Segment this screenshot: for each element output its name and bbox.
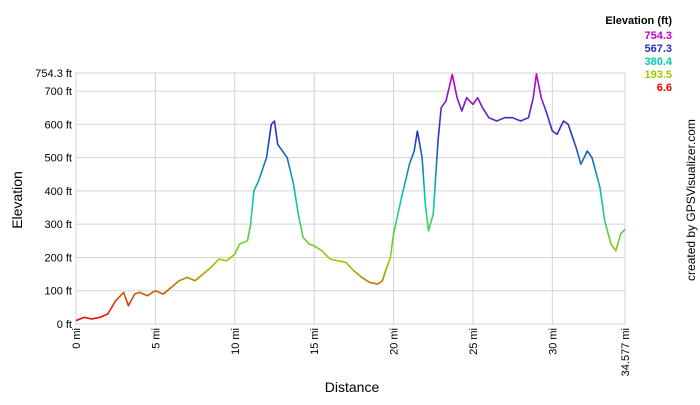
y-tick-label: 754.3 ft [35, 68, 72, 80]
legend-value: 754.3 [644, 30, 672, 42]
legend-value: 567.3 [644, 43, 672, 55]
legend-value: 193.5 [644, 69, 672, 81]
y-tick-label: 400 ft [44, 186, 72, 198]
x-tick-label: 34.577 mi [620, 328, 632, 376]
x-tick-label: 30 mi [547, 328, 559, 355]
y-tick-label: 200 ft [44, 252, 72, 264]
x-tick-label: 5 mi [150, 328, 162, 349]
y-tick-label: 300 ft [44, 219, 72, 231]
x-tick-label: 15 mi [309, 328, 321, 355]
elevation-line [75, 72, 626, 322]
y-tick-label: 600 ft [44, 119, 72, 131]
x-tick-label: 20 mi [389, 328, 401, 355]
x-axis-title: Distance [325, 379, 380, 395]
legend-value: 6.6 [657, 82, 672, 94]
y-tick-label: 700 ft [44, 86, 72, 98]
x-tick-label: 25 mi [468, 328, 480, 355]
y-axis-title: Elevation [9, 171, 25, 229]
x-tick-label: 10 mi [230, 328, 242, 355]
plot-area [75, 72, 626, 325]
y-tick-label: 0 ft [57, 319, 72, 331]
x-tick-label: 0 mi [71, 328, 83, 349]
y-tick-label: 100 ft [44, 286, 72, 298]
y-tick-label: 500 ft [44, 153, 72, 165]
legend-value: 380.4 [644, 56, 672, 68]
legend-title: Elevation (ft) [605, 15, 672, 27]
credit: created by GPSVisualizer.com [684, 119, 698, 281]
